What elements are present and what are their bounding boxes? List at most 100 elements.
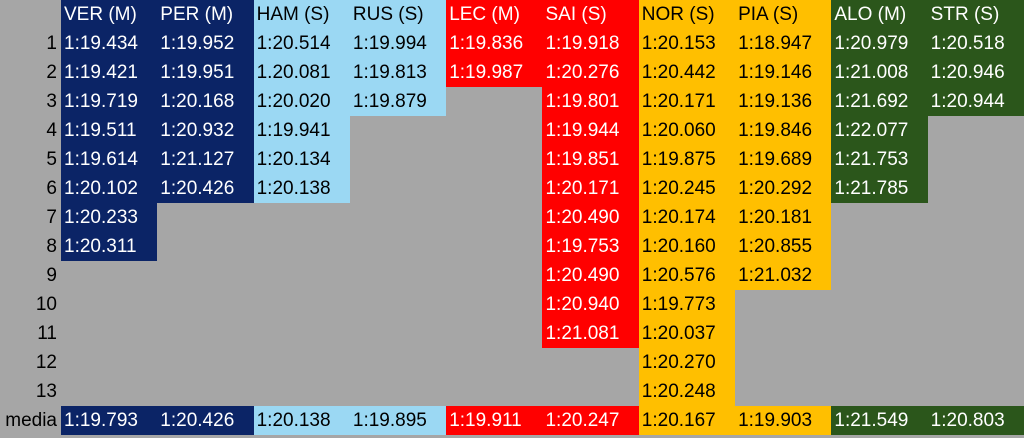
driver-header-ver: VER (M)	[61, 0, 158, 29]
lap-time-cell: 1:19.136	[735, 87, 832, 116]
lap-time-cell: 1:20.245	[638, 174, 736, 203]
lap-time-cell: 1:20.168	[157, 87, 254, 116]
empty-cell	[446, 232, 543, 261]
empty-cell	[61, 261, 158, 290]
lap-number: 9	[0, 261, 61, 290]
lap-time-cell: 1:20.426	[157, 174, 254, 203]
empty-cell	[349, 203, 447, 232]
lap-time-cell: 1:22.077	[831, 116, 928, 145]
lap-time-cell: 1:19.689	[735, 145, 832, 174]
lap-time-cell: 1:19.146	[735, 58, 832, 87]
lap-time-cell: 1:19.813	[349, 58, 447, 87]
empty-cell	[927, 116, 1024, 145]
average-time-cell: 1:20.167	[638, 406, 736, 435]
empty-cell	[446, 377, 543, 406]
empty-cell	[157, 261, 254, 290]
lap-time-cell: 1:20.138	[253, 174, 350, 203]
table-row: 5 1:19.614 1:21.127 1:20.134 1:19.851 1:19.87…	[0, 145, 1024, 174]
empty-cell	[542, 348, 639, 377]
lap-time-cell: 1:20.292	[735, 174, 832, 203]
empty-cell	[253, 377, 350, 406]
table-row: 6 1:20.102 1:20.426 1:20.138 1:20.171 1:20.24…	[0, 174, 1024, 203]
lap-time-cell: 1:19.918	[542, 29, 639, 58]
lap-time-cell: 1:20.153	[638, 29, 736, 58]
lap-time-cell: 1:20.855	[735, 232, 832, 261]
lap-number: 13	[0, 377, 61, 406]
lap-time-cell: 1:20.134	[253, 145, 350, 174]
table-row: 2 1:19.421 1:19.951 1.20.081 1:19.813 1:19.98…	[0, 58, 1024, 87]
empty-cell	[349, 174, 447, 203]
empty-cell	[831, 290, 928, 319]
lap-time-cell: 1:19.511	[61, 116, 158, 145]
lap-number: 2	[0, 58, 61, 87]
empty-cell	[927, 290, 1024, 319]
lap-time-cell: 1:20.037	[638, 319, 736, 348]
empty-cell	[61, 319, 158, 348]
lap-time-cell: 1:21.785	[831, 174, 928, 203]
empty-cell	[446, 174, 543, 203]
empty-cell	[735, 348, 832, 377]
lap-time-cell: 1:19.753	[542, 232, 639, 261]
table-row: 13 1:20.248	[0, 377, 1024, 406]
empty-cell	[253, 261, 350, 290]
table-row: 9 1:20.490 1:20.576 1:21.032	[0, 261, 1024, 290]
average-time-cell: 1:21.549	[831, 406, 928, 435]
lap-time-cell: 1:20.181	[735, 203, 832, 232]
lap-time-cell: 1:19.773	[638, 290, 736, 319]
lap-time-cell: 1:19.614	[61, 145, 158, 174]
average-time-cell: 1:20.426	[157, 406, 254, 435]
driver-header-pia: PIA (S)	[735, 0, 832, 29]
empty-cell	[446, 87, 543, 116]
empty-cell	[446, 290, 543, 319]
lap-time-cell: 1:21.692	[831, 87, 928, 116]
average-time-cell: 1:20.247	[542, 406, 639, 435]
average-time-cell: 1:19.903	[735, 406, 832, 435]
lap-number: 8	[0, 232, 61, 261]
corner-cell	[0, 0, 61, 29]
empty-cell	[927, 203, 1024, 232]
empty-cell	[157, 348, 254, 377]
lap-time-cell: 1:18.947	[735, 29, 832, 58]
lap-number: 7	[0, 203, 61, 232]
table-row: 8 1:20.311 1:19.753 1:20.160 1:20.855	[0, 232, 1024, 261]
lap-time-cell: 1:20.940	[542, 290, 639, 319]
table-row: 12 1:20.270	[0, 348, 1024, 377]
empty-cell	[349, 232, 447, 261]
average-time-cell: 1:19.911	[446, 406, 543, 435]
empty-cell	[349, 348, 447, 377]
lap-time-cell: 1:20.514	[253, 29, 350, 58]
lap-time-cell: 1:19.951	[157, 58, 254, 87]
lap-time-cell: 1:19.434	[61, 29, 158, 58]
empty-cell	[446, 145, 543, 174]
empty-cell	[349, 319, 447, 348]
empty-cell	[831, 232, 928, 261]
lap-time-cell: 1:20.518	[927, 29, 1024, 58]
average-time-cell: 1:20.138	[253, 406, 350, 435]
lap-time-cell: 1:20.979	[831, 29, 928, 58]
driver-header-str: STR (S)	[927, 0, 1024, 29]
empty-cell	[61, 348, 158, 377]
lap-time-cell: 1:21.081	[542, 319, 639, 348]
empty-cell	[157, 377, 254, 406]
empty-cell	[157, 203, 254, 232]
lap-time-cell: 1:19.944	[542, 116, 639, 145]
lap-time-cell: 1:19.801	[542, 87, 639, 116]
empty-cell	[927, 319, 1024, 348]
lap-time-cell: 1:19.994	[349, 29, 447, 58]
lap-time-cell: 1:21.753	[831, 145, 928, 174]
lap-number: 10	[0, 290, 61, 319]
empty-cell	[831, 319, 928, 348]
empty-cell	[349, 261, 447, 290]
lap-number: 4	[0, 116, 61, 145]
table-row: 11 1:21.081 1:20.037	[0, 319, 1024, 348]
driver-header-rus: RUS (S)	[349, 0, 447, 29]
lap-time-cell: 1:19.421	[61, 58, 158, 87]
table-row: 3 1:19.719 1:20.168 1:20.020 1:19.879 1:19.80…	[0, 87, 1024, 116]
lap-time-cell: 1:19.851	[542, 145, 639, 174]
empty-cell	[349, 116, 447, 145]
lap-time-cell: 1:20.490	[542, 203, 639, 232]
table-row: 7 1:20.233 1:20.490 1:20.174 1:20.181	[0, 203, 1024, 232]
table-row: 1 1:19.434 1:19.952 1:20.514 1:19.994 1:19.83…	[0, 29, 1024, 58]
lap-time-cell: 1:20.171	[638, 87, 736, 116]
